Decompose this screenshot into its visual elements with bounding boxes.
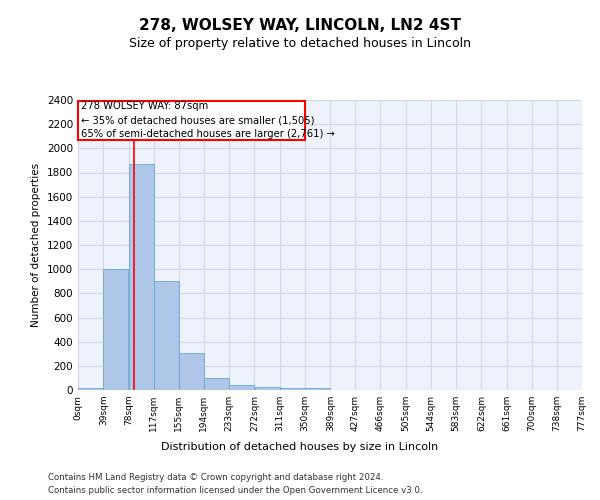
Y-axis label: Number of detached properties: Number of detached properties bbox=[31, 163, 41, 327]
Bar bbox=[103, 268, 128, 390]
Text: Distribution of detached houses by size in Lincoln: Distribution of detached houses by size … bbox=[161, 442, 439, 452]
Text: Contains public sector information licensed under the Open Government Licence v3: Contains public sector information licen… bbox=[48, 486, 422, 495]
Bar bbox=[129, 164, 154, 390]
Bar bbox=[254, 387, 280, 390]
Text: 278 WOLSEY WAY: 87sqm
← 35% of detached houses are smaller (1,505)
65% of semi-d: 278 WOLSEY WAY: 87sqm ← 35% of detached … bbox=[80, 102, 334, 138]
Bar bbox=[154, 280, 179, 390]
Text: Size of property relative to detached houses in Lincoln: Size of property relative to detached ho… bbox=[129, 38, 471, 51]
Bar bbox=[204, 378, 229, 390]
Text: 278, WOLSEY WAY, LINCOLN, LN2 4ST: 278, WOLSEY WAY, LINCOLN, LN2 4ST bbox=[139, 18, 461, 32]
Bar bbox=[229, 384, 254, 390]
Bar bbox=[79, 100, 305, 140]
Bar bbox=[78, 388, 103, 390]
Bar bbox=[179, 353, 203, 390]
Text: Contains HM Land Registry data © Crown copyright and database right 2024.: Contains HM Land Registry data © Crown c… bbox=[48, 472, 383, 482]
Bar bbox=[280, 388, 305, 390]
Bar bbox=[305, 388, 330, 390]
